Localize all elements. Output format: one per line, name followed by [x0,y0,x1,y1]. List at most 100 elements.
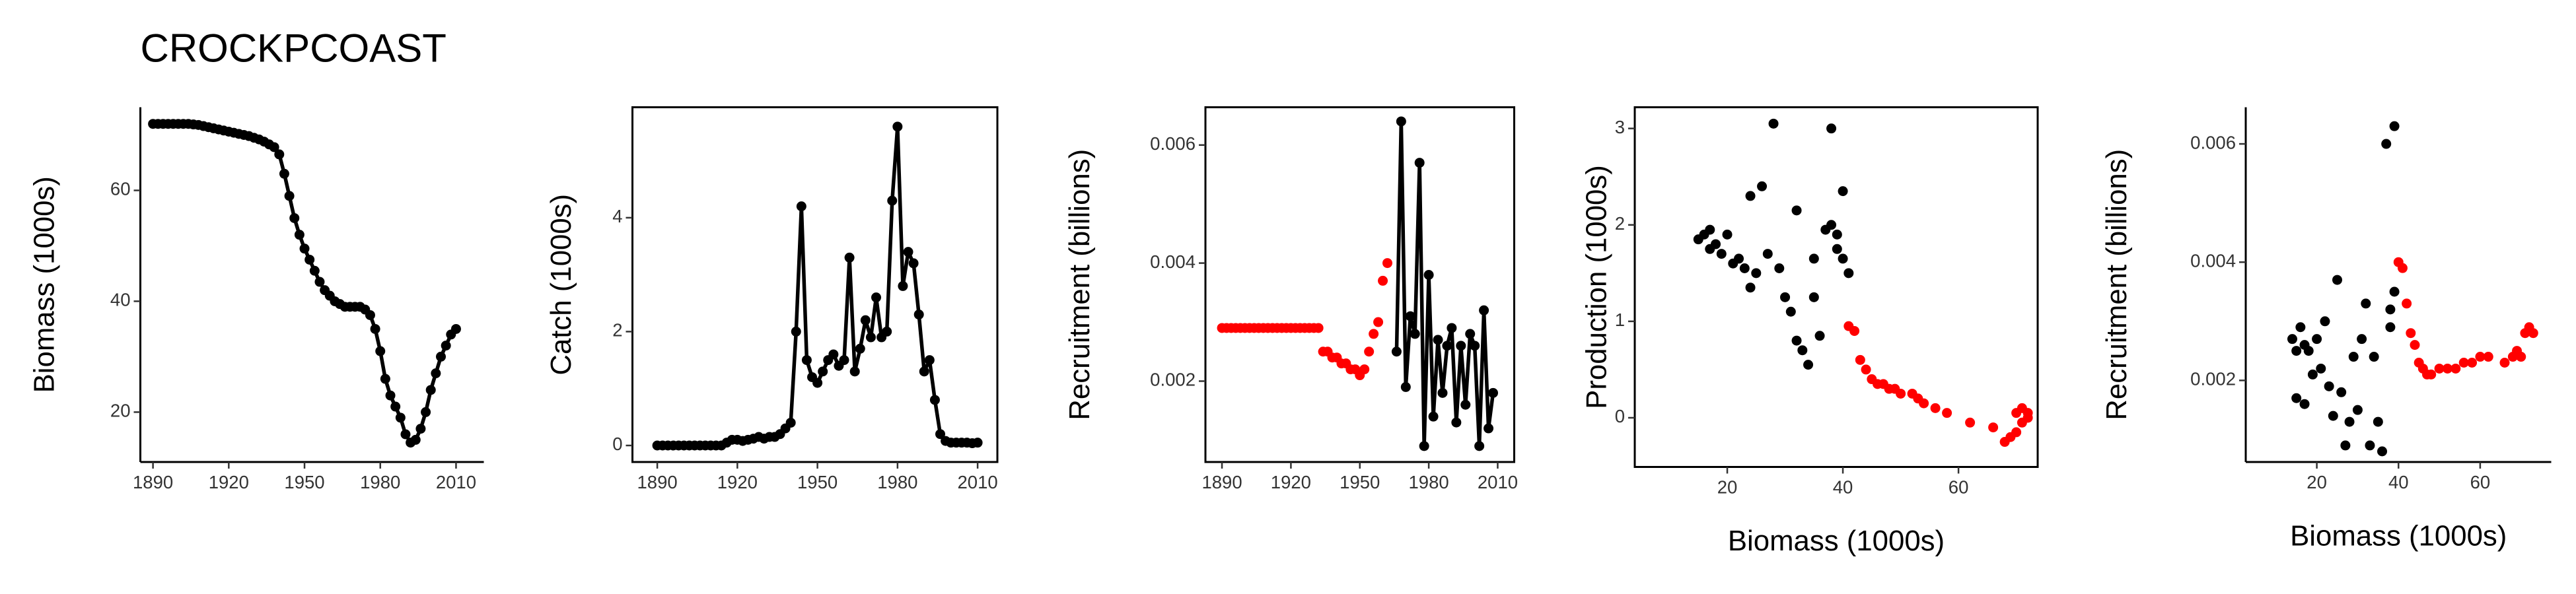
data-point [1722,229,1733,240]
y-tick-label: 0.002 [1150,370,1196,390]
data-point [2022,408,2033,418]
data-point [1705,224,1715,235]
x-tick-label: 1920 [209,472,249,492]
data-point [2483,352,2493,362]
data-point [935,429,946,440]
plot-frame [631,106,999,463]
data-point [2434,363,2445,374]
data-point [1364,346,1375,357]
data-point [887,195,898,206]
data-point [1797,345,1808,356]
data-point [1734,253,1744,264]
x-tick-label: 1980 [877,472,917,492]
data-point [1414,158,1425,168]
data-point [892,121,903,132]
x-tick-label: 20 [1717,477,1738,497]
data-point [1942,408,1952,418]
data-point [2458,358,2469,368]
data-point [1791,205,1802,216]
data-point [2312,334,2322,345]
data-point [1808,253,1819,264]
data-point [801,355,812,366]
y-tick-label: 0 [612,434,622,454]
data-point [1832,244,1842,254]
x-tick-label: 20 [2307,472,2327,492]
data-point [2451,363,2461,374]
data-point [1965,417,1976,428]
data-point [436,351,446,362]
data-point [441,341,451,351]
data-point [2402,298,2412,309]
data-point [385,390,396,401]
data-point [1465,329,1476,339]
data-point [865,332,876,343]
data-point [785,417,796,428]
data-point [2299,399,2310,409]
data-point [390,401,401,412]
data-point [972,438,983,448]
data-point [2361,298,2371,309]
data-point [2344,416,2355,427]
x-tick-label: 60 [2470,472,2491,492]
data-point [1373,317,1384,327]
data-point [812,378,823,388]
data-point [1405,311,1415,321]
data-point [1785,306,1796,317]
data-point [882,326,892,337]
data-point [1774,263,1785,274]
data-point [450,323,461,334]
data-point [2357,334,2367,345]
data-point [903,247,913,257]
data-point [1447,323,1457,333]
x-tick-label: 1890 [1201,472,1242,492]
data-point [1487,387,1498,398]
data-point [2295,322,2306,333]
data-point [269,142,279,152]
y-tick-label: 4 [612,206,622,226]
data-point [2340,440,2351,451]
data-point [2324,381,2334,391]
x-tick-label: 1890 [133,472,173,492]
data-point [818,366,828,377]
data-point [1808,292,1819,302]
data-point [1762,249,1773,259]
data-point [1396,116,1406,127]
data-point [2365,440,2375,451]
y-axis-title: Catch (1000s) [545,194,577,376]
data-point [2397,263,2408,273]
x-tick-label: 2010 [436,472,476,492]
data-point [431,368,441,379]
data-point [1896,388,1906,399]
x-tick-label: 2010 [957,472,997,492]
data-point [1803,360,1814,370]
x-tick-label: 1890 [637,472,677,492]
y-tick-label: 0.006 [1150,133,1196,154]
data-point [1456,341,1466,351]
data-point [365,310,375,320]
y-tick-label: 0.006 [2190,132,2236,152]
data-point [924,355,935,366]
data-point [1400,381,1411,392]
data-point [1751,268,1762,279]
data-point [370,323,380,334]
data-point [860,315,871,325]
data-point [1930,403,1941,413]
data-point [1791,335,1802,346]
data-point [1814,331,1825,341]
data-point [908,258,919,269]
data-point [425,385,436,395]
data-point [2377,446,2388,457]
data-point [1826,220,1837,230]
data-point [2287,334,2297,345]
data-point [415,424,426,434]
data-point [2385,304,2396,315]
data-point [2011,427,2022,438]
data-point [2406,328,2416,339]
data-point [2442,363,2452,374]
data-point [2426,369,2437,380]
y-tick-label: 2 [1615,213,1625,234]
data-point [2303,346,2314,356]
data-point [1716,249,1727,259]
y-axis-title: Production (1000s) [1581,165,1613,409]
data-point [2381,139,2392,149]
